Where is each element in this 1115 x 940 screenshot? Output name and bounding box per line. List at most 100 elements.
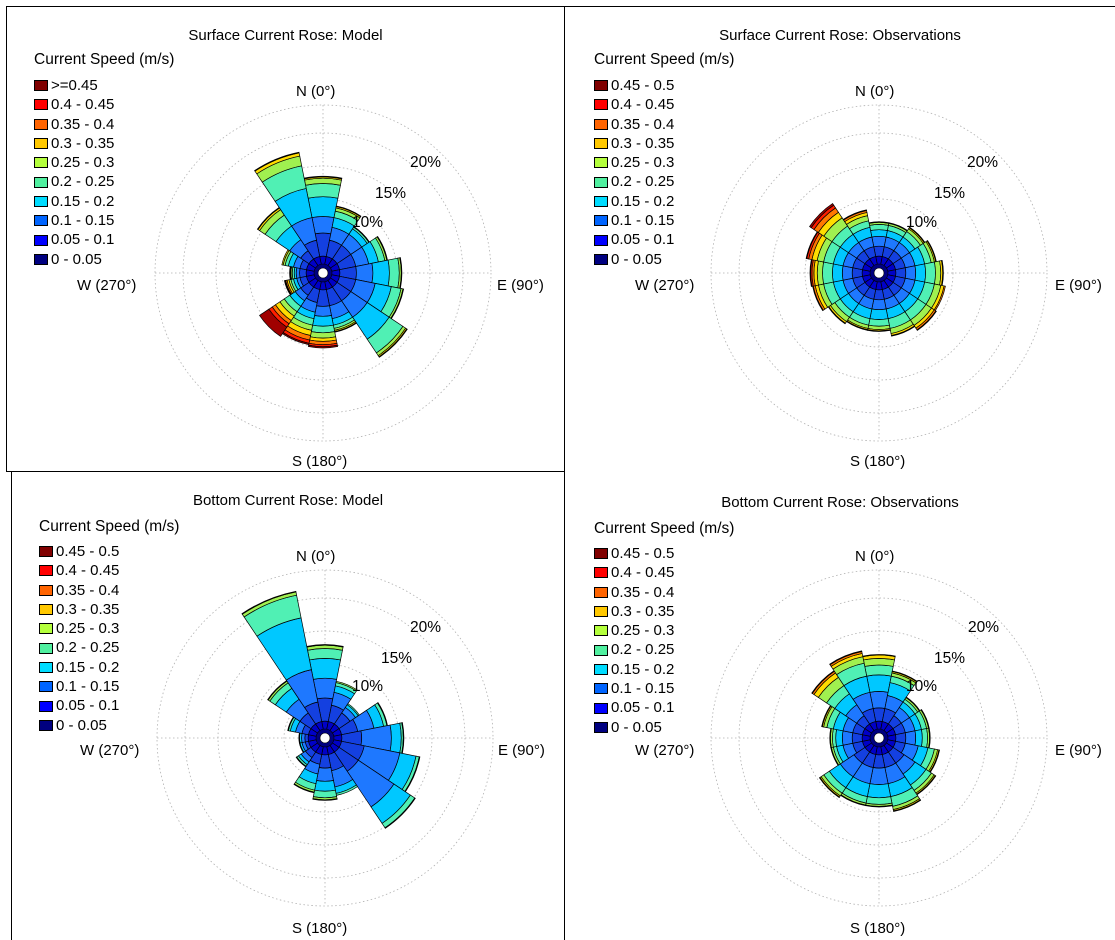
chart-panel-bottom-observations: Bottom Current Rose: Observations Curren… bbox=[565, 472, 1115, 940]
legend-item: >=0.45 bbox=[34, 76, 114, 95]
direction-label-west: W (270°) bbox=[635, 742, 695, 759]
legend: 0.45 - 0.5 0.4 - 0.45 0.35 - 0.4 0.3 - 0… bbox=[594, 544, 674, 737]
rose-center bbox=[317, 267, 329, 279]
rose-segment bbox=[295, 756, 307, 768]
legend-item: 0.05 - 0.1 bbox=[594, 230, 674, 249]
rose-segment bbox=[822, 261, 834, 285]
rose-segment bbox=[311, 216, 335, 235]
direction-label-west: W (270°) bbox=[77, 277, 137, 294]
legend-item: 0.2 - 0.25 bbox=[34, 172, 114, 191]
legend-swatch bbox=[594, 118, 608, 130]
direction-label-south: S (180°) bbox=[850, 453, 906, 470]
legend-swatch bbox=[39, 546, 53, 558]
legend-item: 0.05 - 0.1 bbox=[39, 696, 119, 715]
legend-label: 0.45 - 0.5 bbox=[56, 543, 120, 560]
rose-segment bbox=[865, 796, 893, 805]
legend-item: 0.3 - 0.35 bbox=[594, 602, 674, 621]
legend-label: 0.35 - 0.4 bbox=[611, 115, 675, 133]
legend-label: 0.15 - 0.2 bbox=[51, 192, 115, 210]
radial-tick-label: 20% bbox=[967, 154, 999, 171]
legend-swatch bbox=[34, 195, 48, 207]
rose-segment bbox=[869, 308, 889, 320]
legend-label: 0.1 - 0.15 bbox=[51, 212, 115, 230]
legend-swatch bbox=[594, 253, 608, 265]
legend-label: 0.05 - 0.1 bbox=[611, 231, 675, 249]
direction-label-east: E (90°) bbox=[498, 742, 545, 759]
legend-swatch bbox=[594, 586, 608, 598]
rose-segment bbox=[307, 648, 343, 661]
legend-swatch bbox=[594, 663, 608, 675]
direction-label-north: N (0°) bbox=[855, 83, 895, 100]
legend-label: 0.05 - 0.1 bbox=[56, 697, 120, 715]
rose-segment bbox=[304, 733, 309, 743]
direction-label-west: W (270°) bbox=[635, 277, 695, 294]
grid-circle-outer bbox=[710, 104, 1048, 442]
rose-segment bbox=[869, 224, 889, 231]
rose-segment bbox=[312, 789, 338, 799]
legend-swatch bbox=[34, 138, 48, 150]
legend-item: 0 - 0.05 bbox=[39, 716, 119, 735]
radial-tick-label: 15% bbox=[934, 185, 966, 202]
direction-label-north: N (0°) bbox=[855, 548, 895, 565]
direction-label-south: S (180°) bbox=[292, 920, 348, 937]
radial-tick-label: 10% bbox=[906, 214, 938, 231]
chart-panel-surface-model: Surface Current Rose: Model Current Spee… bbox=[6, 6, 565, 472]
legend-swatch bbox=[34, 157, 48, 169]
legend-item: 0 - 0.05 bbox=[594, 250, 674, 269]
direction-label-south: S (180°) bbox=[292, 453, 348, 470]
legend-label: 0.15 - 0.2 bbox=[56, 658, 120, 676]
rose-segment bbox=[904, 730, 917, 746]
legend-label: 0.2 - 0.25 bbox=[611, 641, 675, 659]
rose-segment bbox=[868, 318, 890, 327]
legend-label: 0.1 - 0.15 bbox=[611, 212, 675, 230]
legend-label: 0.15 - 0.2 bbox=[611, 192, 675, 210]
rose-segment bbox=[306, 644, 344, 648]
rose-segment bbox=[871, 298, 887, 311]
rose-segment bbox=[307, 196, 339, 219]
rose-segment bbox=[293, 783, 315, 794]
legend-item: 0.1 - 0.15 bbox=[594, 679, 674, 698]
rose-segment bbox=[893, 799, 922, 812]
legend-item: 0.25 - 0.3 bbox=[594, 153, 674, 172]
legend-item: 0.45 - 0.5 bbox=[594, 76, 674, 95]
legend-label: 0.1 - 0.15 bbox=[611, 680, 675, 698]
legend-item: 0.35 - 0.4 bbox=[594, 115, 674, 134]
grid-circle bbox=[804, 198, 954, 348]
legend-label: 0.4 - 0.45 bbox=[56, 562, 120, 580]
legend-item: 0.45 - 0.5 bbox=[594, 544, 674, 563]
legend-swatch bbox=[594, 625, 608, 637]
legend: 0.45 - 0.5 0.4 - 0.45 0.35 - 0.4 0.3 - 0… bbox=[39, 542, 119, 735]
legend-item: 0.1 - 0.15 bbox=[34, 211, 114, 230]
legend-label: 0 - 0.05 bbox=[611, 250, 662, 268]
legend-label: 0.4 - 0.45 bbox=[611, 96, 675, 114]
rose-segment bbox=[866, 674, 892, 693]
legend-item: 0.15 - 0.2 bbox=[39, 658, 119, 677]
legend-label: 0.3 - 0.35 bbox=[611, 602, 675, 620]
rose-segment bbox=[371, 259, 390, 287]
rose-segment bbox=[916, 310, 937, 331]
rose-plot bbox=[156, 569, 494, 907]
legend-item: 0.4 - 0.45 bbox=[34, 95, 114, 114]
direction-label-east: E (90°) bbox=[497, 277, 544, 294]
legend-item: 0.15 - 0.2 bbox=[594, 660, 674, 679]
legend: 0.45 - 0.5 0.4 - 0.45 0.35 - 0.4 0.3 - 0… bbox=[594, 76, 674, 269]
rose-segment bbox=[866, 783, 892, 799]
legend-swatch bbox=[594, 567, 608, 579]
legend-item: 0.2 - 0.25 bbox=[594, 640, 674, 659]
radial-tick-label: 10% bbox=[352, 214, 384, 231]
rose-segment bbox=[298, 732, 301, 744]
legend-item: 0.05 - 0.1 bbox=[594, 698, 674, 717]
legend-item: 0.4 - 0.45 bbox=[39, 561, 119, 580]
rose-segment bbox=[904, 265, 917, 281]
legend-label: 0.4 - 0.45 bbox=[51, 96, 115, 114]
rose-segment bbox=[312, 315, 334, 327]
rose-center bbox=[319, 732, 331, 744]
legend-swatch bbox=[594, 702, 608, 714]
rose-segment bbox=[809, 203, 835, 229]
legend-item: 0.3 - 0.35 bbox=[39, 600, 119, 619]
rose-segment bbox=[389, 722, 402, 754]
direction-label-west: W (270°) bbox=[80, 742, 140, 759]
rose-segment bbox=[307, 344, 339, 349]
chart-title: Bottom Current Rose: Model bbox=[192, 492, 384, 509]
legend-title: Current Speed (m/s) bbox=[594, 520, 735, 537]
